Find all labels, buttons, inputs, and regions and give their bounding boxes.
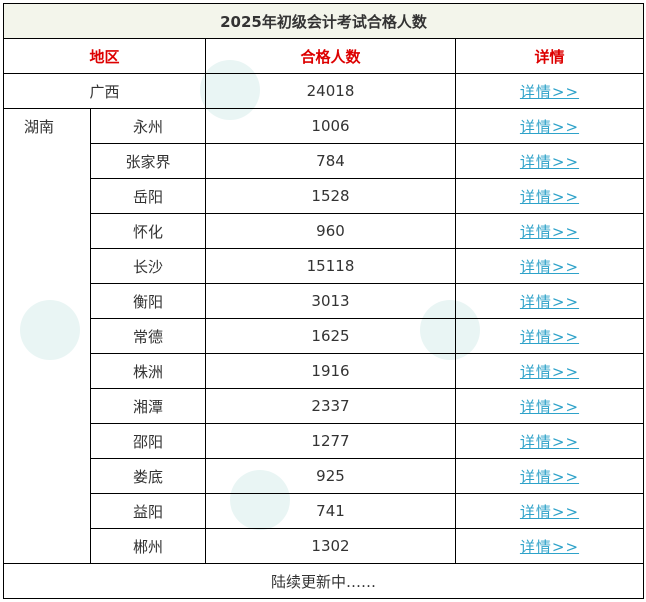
table-row: 湘潭 2337 详情>> <box>3 388 644 424</box>
table-row: 邵阳 1277 详情>> <box>3 423 644 459</box>
count-guangxi: 24018 <box>205 73 456 109</box>
city-name: 永州 <box>90 108 206 144</box>
province-cell-empty <box>3 458 91 494</box>
table-row: 广西 24018 详情>> <box>3 73 644 109</box>
table-row: 湖南 永州 1006 详情>> <box>3 108 644 144</box>
table-title: 2025年初级会计考试合格人数 <box>3 3 644 39</box>
table-row: 长沙 15118 详情>> <box>3 248 644 284</box>
detail-link[interactable]: 详情>> <box>519 502 580 521</box>
province-cell-empty <box>3 528 91 564</box>
city-name: 怀化 <box>90 213 206 249</box>
header-row: 地区 合格人数 详情 <box>3 38 644 74</box>
city-name: 张家界 <box>90 143 206 179</box>
detail-link[interactable]: 详情>> <box>519 257 580 276</box>
city-count: 1302 <box>205 528 456 564</box>
city-name: 湘潭 <box>90 388 206 424</box>
city-count: 2337 <box>205 388 456 424</box>
detail-link[interactable]: 详情>> <box>519 397 580 416</box>
city-name: 长沙 <box>90 248 206 284</box>
city-count: 925 <box>205 458 456 494</box>
city-name: 娄底 <box>90 458 206 494</box>
city-count: 784 <box>205 143 456 179</box>
city-name: 岳阳 <box>90 178 206 214</box>
detail-link[interactable]: 详情>> <box>519 117 580 136</box>
footer-row: 陆续更新中…… <box>3 563 644 599</box>
update-note: 陆续更新中…… <box>3 563 644 599</box>
header-detail: 详情 <box>455 38 644 74</box>
province-cell-empty <box>3 143 91 179</box>
city-name: 益阳 <box>90 493 206 529</box>
city-name: 常德 <box>90 318 206 354</box>
province-cell-empty <box>3 213 91 249</box>
table-row: 衡阳 3013 详情>> <box>3 283 644 319</box>
city-name: 邵阳 <box>90 423 206 459</box>
city-name: 株洲 <box>90 353 206 389</box>
province-cell-empty <box>3 248 91 284</box>
province-hunan: 湖南 <box>3 108 91 144</box>
city-name: 衡阳 <box>90 283 206 319</box>
detail-link[interactable]: 详情>> <box>519 432 580 451</box>
title-row: 2025年初级会计考试合格人数 <box>3 3 644 39</box>
table-row: 岳阳 1528 详情>> <box>3 178 644 214</box>
detail-link[interactable]: 详情>> <box>519 222 580 241</box>
detail-link[interactable]: 详情>> <box>519 187 580 206</box>
detail-link[interactable]: 详情>> <box>519 152 580 171</box>
table-row: 娄底 925 详情>> <box>3 458 644 494</box>
pass-count-table: 2025年初级会计考试合格人数 地区 合格人数 详情 广西 24018 详情>>… <box>3 3 644 599</box>
city-count: 1625 <box>205 318 456 354</box>
city-count: 15118 <box>205 248 456 284</box>
header-count: 合格人数 <box>205 38 456 74</box>
province-cell-empty <box>3 178 91 214</box>
city-count: 741 <box>205 493 456 529</box>
detail-link[interactable]: 详情>> <box>519 292 580 311</box>
province-cell-empty <box>3 353 91 389</box>
province-cell-empty <box>3 423 91 459</box>
table-row: 郴州 1302 详情>> <box>3 528 644 564</box>
table-row: 益阳 741 详情>> <box>3 493 644 529</box>
city-name: 郴州 <box>90 528 206 564</box>
city-count: 960 <box>205 213 456 249</box>
province-cell-empty <box>3 493 91 529</box>
city-count: 1528 <box>205 178 456 214</box>
table-row: 怀化 960 详情>> <box>3 213 644 249</box>
detail-link[interactable]: 详情>> <box>519 467 580 486</box>
region-guangxi: 广西 <box>3 73 206 109</box>
province-cell-empty <box>3 318 91 354</box>
city-count: 1277 <box>205 423 456 459</box>
city-count: 1006 <box>205 108 456 144</box>
city-count: 3013 <box>205 283 456 319</box>
province-cell-empty <box>3 283 91 319</box>
city-count: 1916 <box>205 353 456 389</box>
detail-link[interactable]: 详情>> <box>519 537 580 556</box>
table-row: 张家界 784 详情>> <box>3 143 644 179</box>
table-row: 常德 1625 详情>> <box>3 318 644 354</box>
detail-link[interactable]: 详情>> <box>519 362 580 381</box>
province-cell-empty <box>3 388 91 424</box>
table-row: 株洲 1916 详情>> <box>3 353 644 389</box>
detail-link[interactable]: 详情>> <box>519 327 580 346</box>
detail-link[interactable]: 详情>> <box>519 82 580 101</box>
header-region: 地区 <box>3 38 206 74</box>
